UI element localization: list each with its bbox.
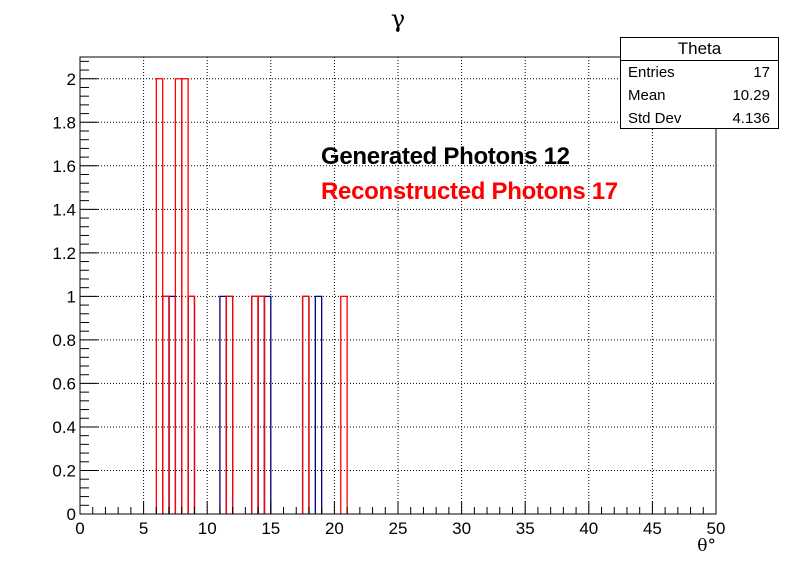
legend-generated: Generated Photons 12: [321, 143, 570, 170]
y-tick-label: 0.6: [52, 374, 76, 393]
x-tick-label: 40: [579, 519, 598, 538]
reconstructed-bin-bar: [340, 295, 348, 514]
reconstructed-bin-bar: [225, 295, 234, 514]
y-tick-label: 1: [67, 287, 76, 306]
generated-bin-bar: [225, 295, 234, 514]
x-tick-label: 25: [389, 519, 408, 538]
generated-bin-bar: [263, 295, 272, 514]
generated-bin-bar: [162, 295, 170, 514]
axis-ticks: [79, 60, 717, 515]
x-tick-label: 5: [139, 519, 148, 538]
legend-reconstructed: Reconstructed Photons 17: [321, 178, 618, 205]
stats-mean-label: Mean: [628, 87, 666, 104]
stats-box: Theta Entries 17 Mean 10.29 Std Dev 4.13…: [620, 37, 779, 129]
reconstructed-bin-bar: [187, 295, 196, 514]
x-tick-label: 0: [75, 519, 84, 538]
x-tick-label: 10: [198, 519, 217, 538]
stats-row-mean: Mean 10.29: [621, 84, 778, 107]
y-tick-label: 1.8: [52, 113, 76, 132]
x-tick-label: 45: [643, 519, 662, 538]
generated-bin-bar: [187, 295, 196, 514]
chart-title: γ: [390, 5, 406, 33]
stats-mean-value: 10.29: [732, 87, 770, 104]
y-tick-label: 1.2: [52, 244, 76, 263]
y-tick-labels: 0 0.2 0.4 0.6 0.8 1 1.2 1.4 1.6 1.8 2: [52, 70, 76, 524]
y-tick-label: 2: [67, 70, 76, 89]
reconstructed-bin-bar: [162, 295, 170, 514]
y-tick-label: 1.6: [52, 157, 76, 176]
y-tick-label: 0.8: [52, 331, 76, 350]
stats-row-stddev: Std Dev 4.136: [621, 107, 778, 130]
reconstructed-bin-bar: [301, 295, 310, 514]
stats-entries-label: Entries: [628, 64, 675, 81]
generated-bin-bar: [251, 295, 259, 514]
stats-row-entries: Entries 17: [621, 61, 778, 84]
generated-bin-bar: [314, 295, 323, 514]
x-tick-label: 15: [261, 519, 280, 538]
x-axis-title: θ°: [697, 536, 716, 556]
x-tick-label: 20: [325, 519, 344, 538]
x-tick-label: 35: [516, 519, 535, 538]
generated-bin-bar: [168, 295, 177, 514]
y-tick-label: 0.4: [52, 418, 76, 437]
stats-stddev-value: 4.136: [732, 110, 770, 127]
stats-stddev-label: Std Dev: [628, 110, 682, 127]
y-tick-label: 0.2: [52, 461, 76, 480]
reconstructed-bin-bar: [251, 295, 259, 514]
y-tick-label: 1.4: [52, 200, 76, 219]
x-tick-labels: 0 5 10 15 20 25 30 35 40 45 50: [75, 519, 725, 538]
histogram-bars: [155, 78, 348, 514]
grid-lines: [80, 57, 716, 514]
x-tick-label: 50: [707, 519, 726, 538]
generated-bin-bar: [257, 295, 266, 514]
generated-bin-bar: [219, 295, 227, 514]
generated-bin-bar: [301, 295, 310, 514]
stats-title: Theta: [621, 38, 778, 61]
x-tick-label: 30: [452, 519, 471, 538]
y-tick-label: 0: [67, 505, 76, 524]
stats-entries-value: 17: [753, 64, 770, 81]
reconstructed-bin-bar: [257, 295, 266, 514]
